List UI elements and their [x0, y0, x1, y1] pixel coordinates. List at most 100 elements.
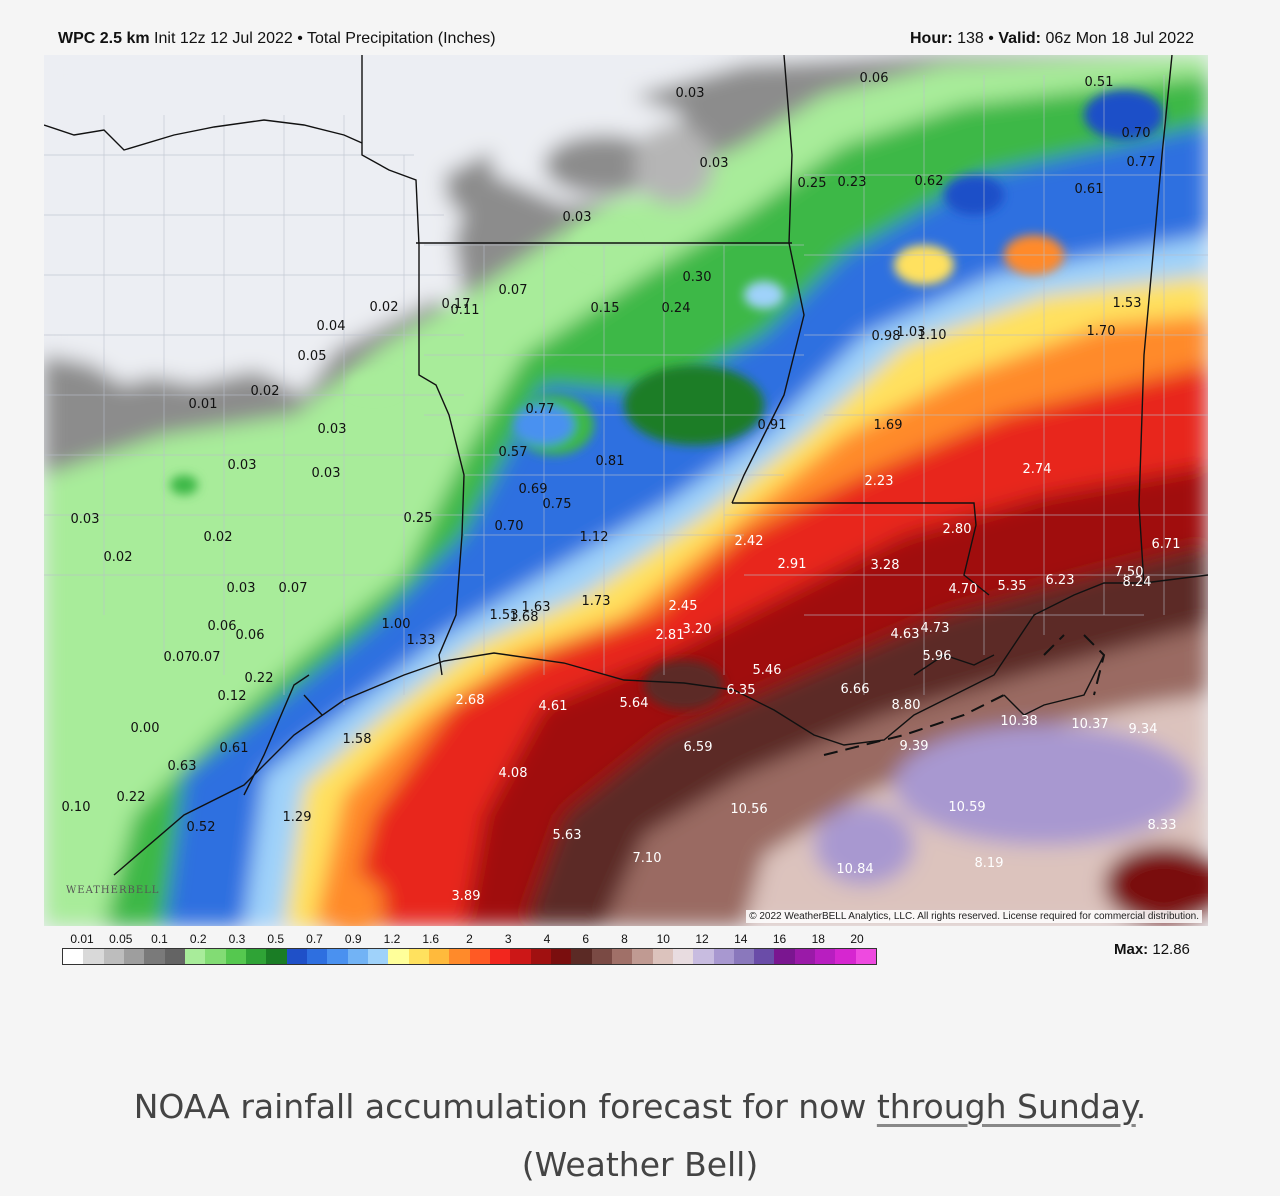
value-label: 9.34 — [1129, 722, 1158, 737]
value-label: 8.24 — [1123, 575, 1152, 590]
value-label: 1.58 — [343, 732, 372, 747]
precipitation-field: 0.03 0.06 0.51 0.70 0.77 0.61 0.03 0.25 0.23 0.62… — [44, 55, 1208, 926]
value-label: 0.61 — [220, 741, 249, 756]
product-name: Total Precipitation (Inches) — [307, 30, 496, 47]
copyright-notice: © 2022 WeatherBELL Analytics, LLC. All r… — [746, 910, 1202, 923]
value-label: 6.59 — [684, 740, 713, 755]
basin-outline — [823, 634, 1106, 756]
value-label: 1.33 — [407, 633, 436, 648]
value-label: 1.00 — [382, 617, 411, 632]
value-label: 8.33 — [1148, 818, 1177, 833]
legend-tick: 1.2 — [383, 932, 401, 946]
value-label: 0.07 — [192, 650, 221, 665]
legend-swatch — [144, 949, 165, 964]
value-label: 0.05 — [298, 349, 327, 364]
legend-tick: 14 — [734, 932, 748, 946]
hour-value: 138 — [957, 30, 984, 47]
legend-swatch — [286, 949, 307, 964]
value-label: 5.35 — [998, 579, 1027, 594]
value-label: 0.57 — [499, 445, 528, 460]
legend-swatch — [672, 949, 694, 964]
value-label: 5.96 — [923, 649, 952, 664]
value-label: 0.03 — [563, 210, 592, 225]
value-label: 0.11 — [451, 303, 480, 318]
precip-bands — [44, 55, 1208, 926]
value-label: 5.46 — [753, 663, 782, 678]
model-name: WPC 2.5 km — [58, 30, 150, 47]
max-number: 12.86 — [1152, 941, 1190, 958]
value-label: 6.23 — [1046, 573, 1075, 588]
legend-tick: 0.7 — [306, 932, 323, 946]
value-label: 2.74 — [1023, 462, 1052, 477]
legend-swatch — [327, 949, 348, 964]
legend-swatch — [855, 949, 877, 964]
value-label: 0.61 — [1075, 182, 1104, 197]
legend-swatch — [63, 949, 84, 964]
value-label: 0.91 — [758, 418, 787, 433]
legend-swatch — [347, 949, 368, 964]
legend-swatch — [408, 949, 429, 964]
value-label: 3.20 — [683, 622, 712, 637]
value-label: 0.12 — [218, 689, 247, 704]
figure-caption: NOAA rainfall accumulation forecast for … — [0, 1078, 1280, 1194]
value-label: 0.81 — [596, 454, 625, 469]
caption-link[interactable]: through Sunday — [876, 1087, 1136, 1126]
value-label: 0.02 — [204, 530, 233, 545]
legend-swatch — [266, 949, 287, 964]
legend-swatch — [754, 949, 775, 964]
precipitation-map: 0.03 0.06 0.51 0.70 0.77 0.61 0.03 0.25 0.23 0.62… — [44, 55, 1208, 926]
value-label: 9.39 — [900, 739, 929, 754]
value-label: 2.45 — [669, 599, 698, 614]
value-label: 4.73 — [921, 621, 950, 636]
value-label: 2.80 — [943, 522, 972, 537]
value-label: 10.59 — [948, 800, 985, 815]
value-label: 1.70 — [1087, 324, 1116, 339]
value-label: 8.19 — [975, 856, 1004, 871]
value-label: 0.03 — [312, 466, 341, 481]
legend-tick: 0.1 — [151, 932, 168, 946]
value-label: 0.77 — [1127, 155, 1156, 170]
hour-label: Hour: — [909, 30, 953, 47]
value-label: 0.52 — [187, 820, 216, 835]
separator: • — [988, 30, 994, 47]
value-label: 1.53 — [1113, 296, 1142, 311]
value-label: 0.62 — [915, 174, 944, 189]
value-label: 0.01 — [189, 397, 218, 412]
state-borders — [44, 55, 1173, 676]
legend-tick: 20 — [850, 932, 864, 946]
value-label: 0.70 — [1122, 126, 1151, 141]
value-label: 0.10 — [62, 800, 91, 815]
init-time: Init 12z 12 Jul 2022 — [154, 30, 293, 47]
value-label: 0.23 — [838, 175, 867, 190]
legend-swatch — [205, 949, 226, 964]
value-label: 2.81 — [656, 628, 685, 643]
max-label: Max: — [1114, 941, 1149, 958]
caption-line-2: (Weather Bell) — [521, 1145, 759, 1184]
value-label: 2.91 — [778, 557, 807, 572]
value-label: 1.68 — [510, 610, 539, 625]
value-label: 4.70 — [949, 582, 978, 597]
value-label: 1.63 — [522, 600, 551, 615]
value-label: 0.70 — [495, 519, 524, 534]
value-label: 1.29 — [283, 810, 312, 825]
legend-swatch — [632, 949, 653, 964]
caption-line-1: NOAA rainfall accumulation forecast for … — [0, 1078, 1280, 1136]
legend-tick: 4 — [543, 932, 551, 946]
value-label: 2.68 — [456, 693, 485, 708]
value-label: 7.10 — [633, 851, 662, 866]
value-label: 1.12 — [580, 530, 609, 545]
value-label: 0.07 — [164, 650, 193, 665]
value-label: 7.50 — [1115, 565, 1144, 580]
value-label: 0.98 — [872, 329, 901, 344]
value-label: 0.04 — [317, 319, 346, 334]
value-label: 0.00 — [131, 721, 160, 736]
legend-swatch — [164, 949, 185, 964]
value-label: 4.63 — [891, 627, 920, 642]
legend-tick: 16 — [772, 932, 787, 946]
legend-swatch — [245, 949, 267, 964]
value-label: 0.03 — [227, 581, 256, 596]
value-labels: 0.03 0.06 0.51 0.70 0.77 0.61 0.03 0.25 0.23 0.62… — [62, 71, 1181, 904]
legend-tick: 1.6 — [422, 932, 440, 946]
legend-swatch — [794, 949, 816, 964]
legend-tick: 0.01 — [70, 932, 94, 946]
